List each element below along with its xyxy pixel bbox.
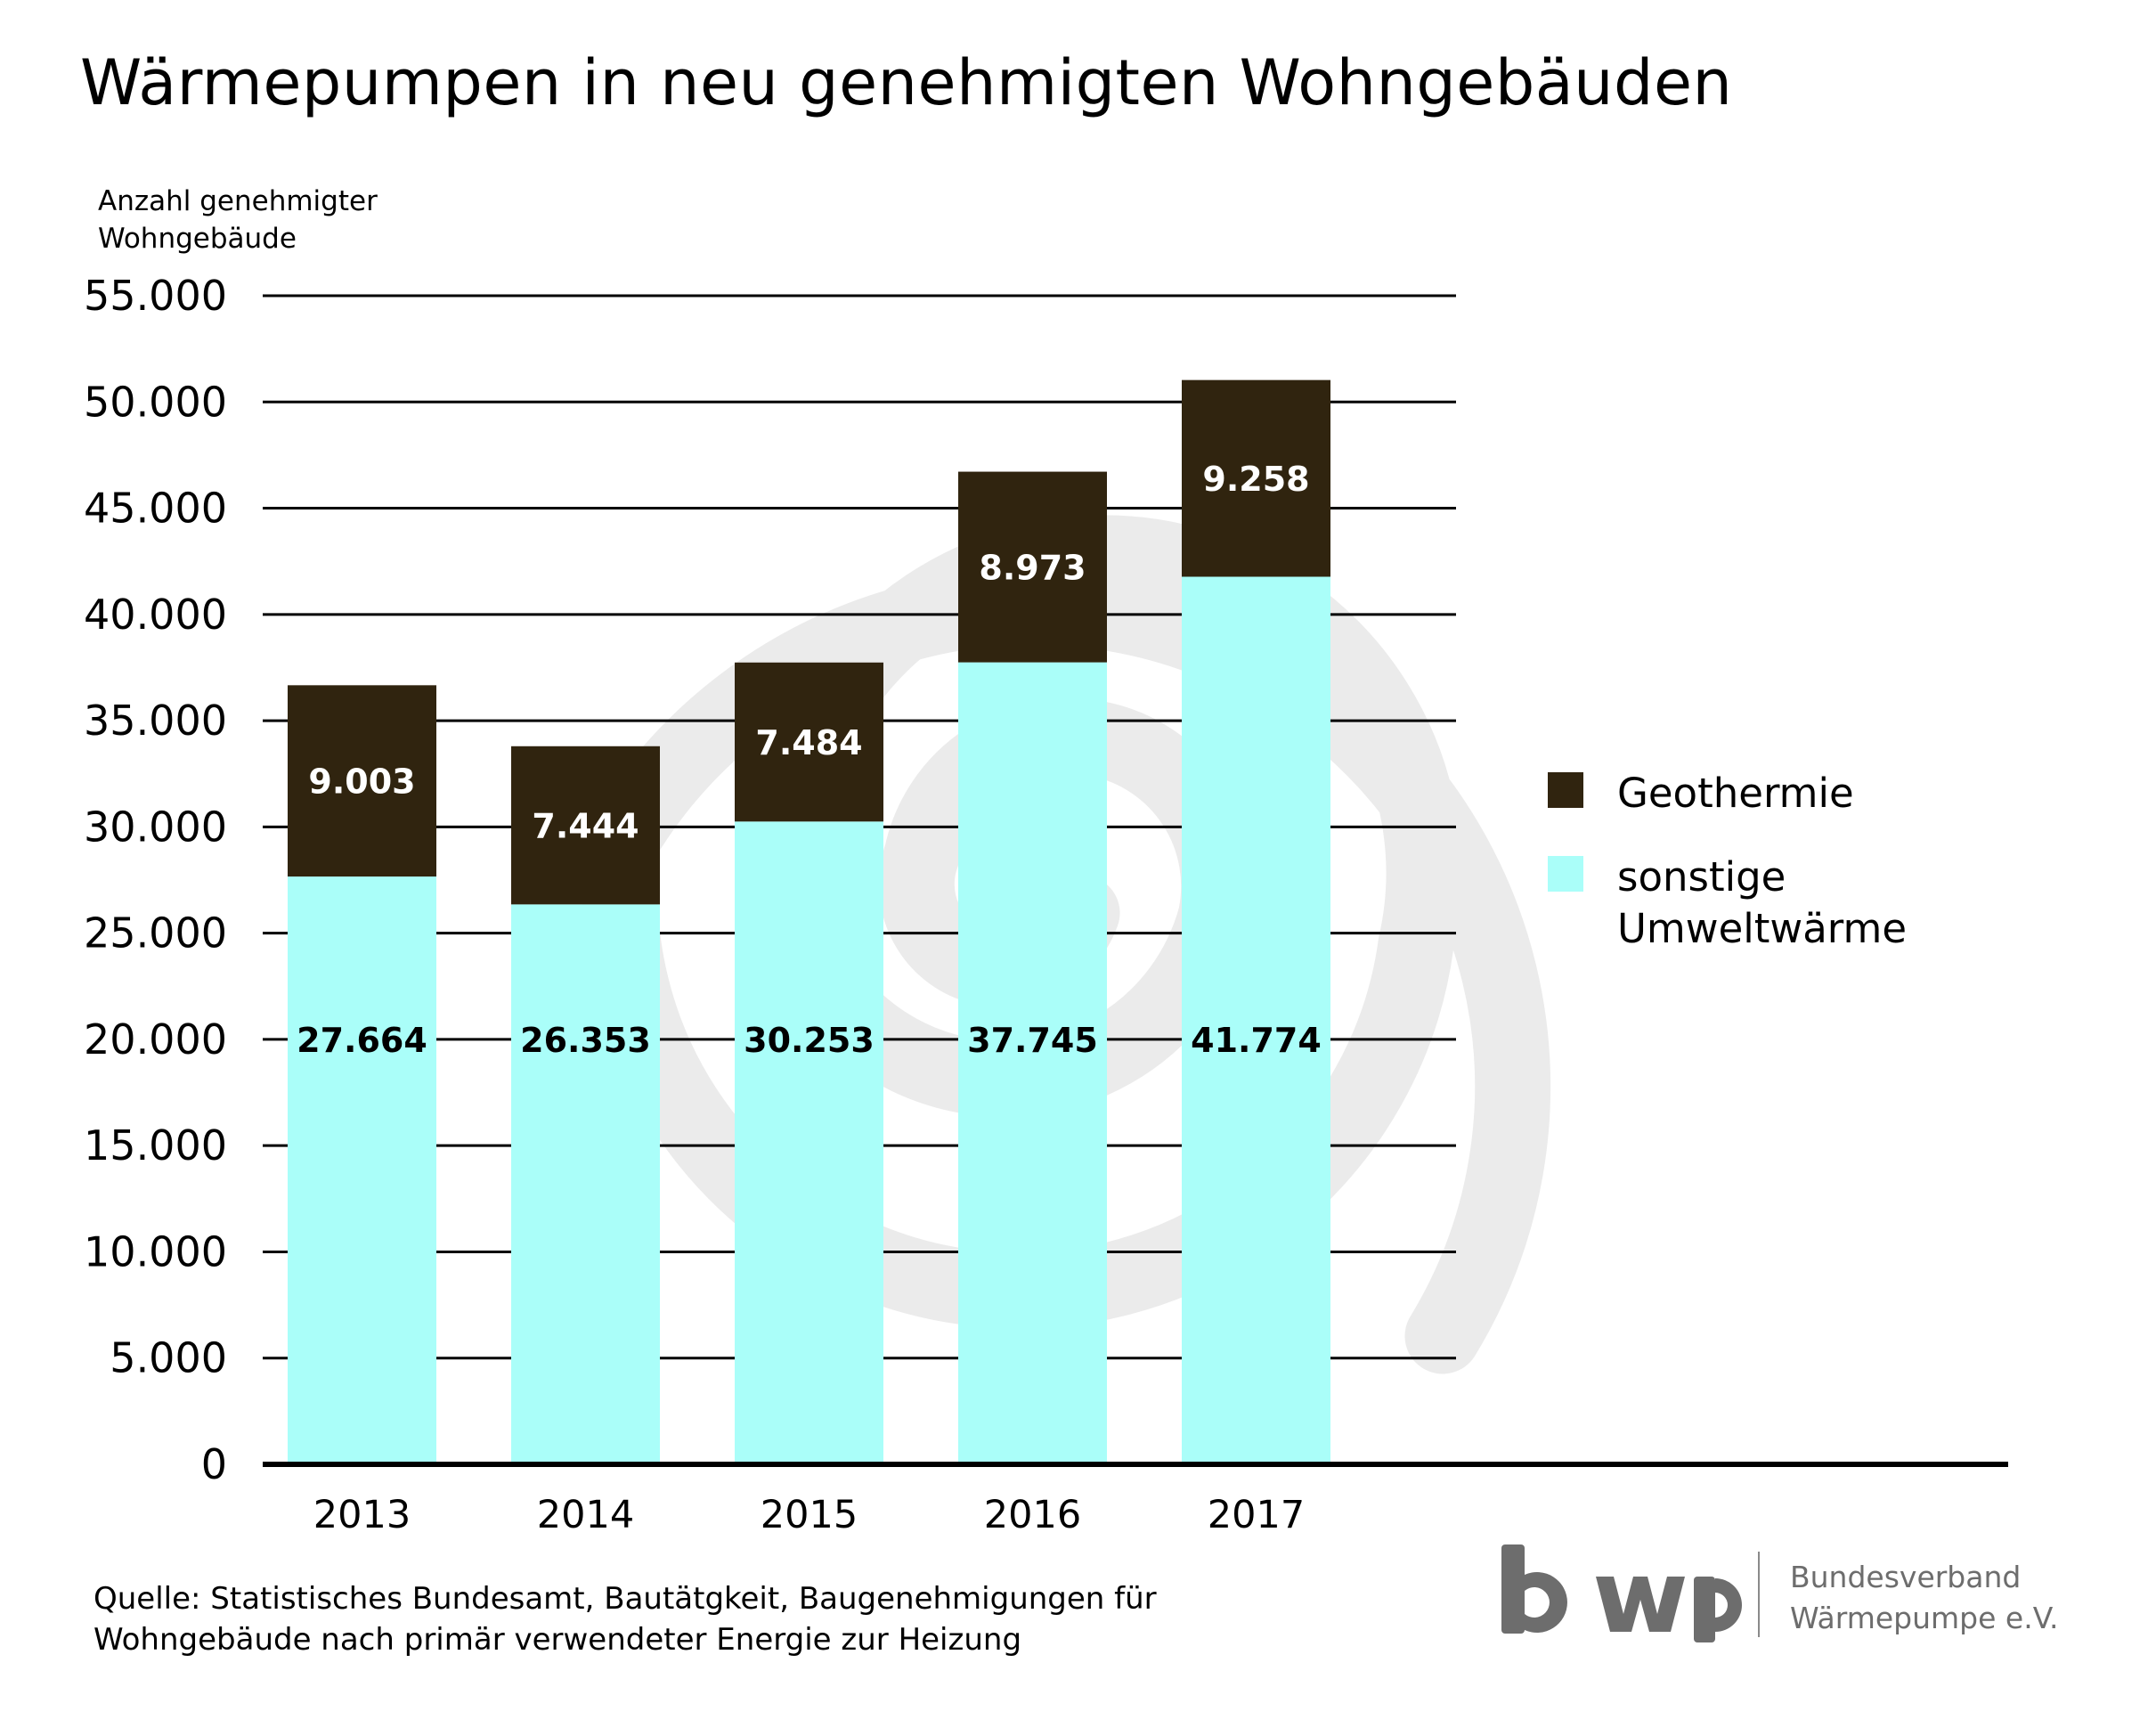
y-tick-label: 40.000 <box>84 591 227 639</box>
x-tick-label: 2014 <box>537 1493 634 1537</box>
data-label-bg <box>740 1015 878 1063</box>
axes: 0 5.000 10.000 15.000 20.000 25.000 30.000 35.0… <box>84 272 2008 1537</box>
data-labels: 27.664 9.003 26.353 7.444 30.253 7.484 37.745 8… <box>293 460 1325 1063</box>
bar-geothermie <box>1182 379 1330 577</box>
y-axis-label: Anzahl genehmigter Wohngebäude <box>98 183 378 257</box>
y-tick-label: 50.000 <box>84 378 227 426</box>
data-label-geothermie: 9.258 <box>1202 460 1309 499</box>
data-label-umweltwaerme: 30.253 <box>744 1021 875 1060</box>
source-line-1: Quelle: Statistisches Bundesamt, Bautätg… <box>94 1581 1157 1617</box>
y-axis-label-line-1: Anzahl genehmigter <box>98 185 378 217</box>
legend-label-umweltwaerme: sonstige Umweltwärme <box>1617 853 1908 952</box>
data-label-umweltwaerme: 37.745 <box>967 1021 1098 1060</box>
data-label-geothermie: 9.003 <box>308 762 415 802</box>
legend-swatch-geothermie <box>1548 772 1583 808</box>
source-note: Quelle: Statistisches Bundesamt, Bautätg… <box>94 1578 1157 1660</box>
x-tick-label: 2013 <box>313 1493 411 1537</box>
x-tick-label: 2015 <box>761 1493 858 1537</box>
y-tick-label: 30.000 <box>84 803 227 851</box>
y-tick-label: 45.000 <box>84 485 227 533</box>
x-tick-label: 2016 <box>984 1493 1081 1537</box>
bars <box>288 379 1330 1464</box>
data-label-umweltwaerme: 27.664 <box>297 1021 427 1060</box>
data-label-bg <box>1187 1015 1325 1063</box>
bar-geothermie <box>288 685 436 877</box>
y-axis-label-line-2: Wohngebäude <box>98 223 297 255</box>
data-label-bg <box>517 1015 655 1063</box>
y-tick-label: 15.000 <box>84 1121 227 1170</box>
bwp-logo <box>1501 1544 1760 1642</box>
organization-line-1: Bundesverband <box>1790 1560 2022 1594</box>
data-label-bg <box>293 1015 431 1063</box>
data-label-umweltwaerme: 41.774 <box>1191 1021 1322 1060</box>
bar-umweltwaerme <box>288 876 436 1464</box>
bar-umweltwaerme <box>958 662 1107 1464</box>
bar-geothermie <box>511 746 660 905</box>
bar-geothermie <box>958 471 1107 663</box>
legend-swatch-umweltwaerme <box>1548 856 1583 892</box>
bar-geothermie <box>735 662 883 822</box>
y-tick-label: 5.000 <box>110 1334 227 1382</box>
data-label-geothermie: 7.444 <box>532 807 639 846</box>
y-tick-label: 0 <box>201 1440 227 1488</box>
source-line-2: Wohngebäude nach primär verwendeter Ener… <box>94 1622 1022 1658</box>
legend-item-geothermie: Geothermie <box>1548 768 1920 819</box>
bar-umweltwaerme <box>735 821 883 1464</box>
bar-umweltwaerme <box>511 904 660 1464</box>
y-tick-label: 35.000 <box>84 697 227 745</box>
organization-line-2: Wärmepumpe e.V. <box>1790 1601 2059 1635</box>
y-tick-label: 10.000 <box>84 1227 227 1276</box>
data-label-geothermie: 8.973 <box>979 549 1086 588</box>
y-tick-label: 25.000 <box>84 909 227 958</box>
data-label-geothermie: 7.484 <box>755 723 862 762</box>
data-label-umweltwaerme: 26.353 <box>520 1021 651 1060</box>
data-label-bg <box>964 1015 1102 1063</box>
chart-title: Wärmepumpen in neu genehmigten Wohngebäu… <box>80 46 1733 119</box>
legend-item-umweltwaerme: sonstige Umweltwärme <box>1548 852 1920 955</box>
legend-label-geothermie: Geothermie <box>1617 770 1854 817</box>
organization-name: Bundesverband Wärmepumpe e.V. <box>1790 1557 2059 1639</box>
y-tick-label: 20.000 <box>84 1015 227 1064</box>
y-tick-label: 55.000 <box>84 272 227 320</box>
x-tick-label: 2017 <box>1208 1493 1305 1537</box>
legend: Geothermie sonstige Umweltwärme <box>1548 768 1920 987</box>
